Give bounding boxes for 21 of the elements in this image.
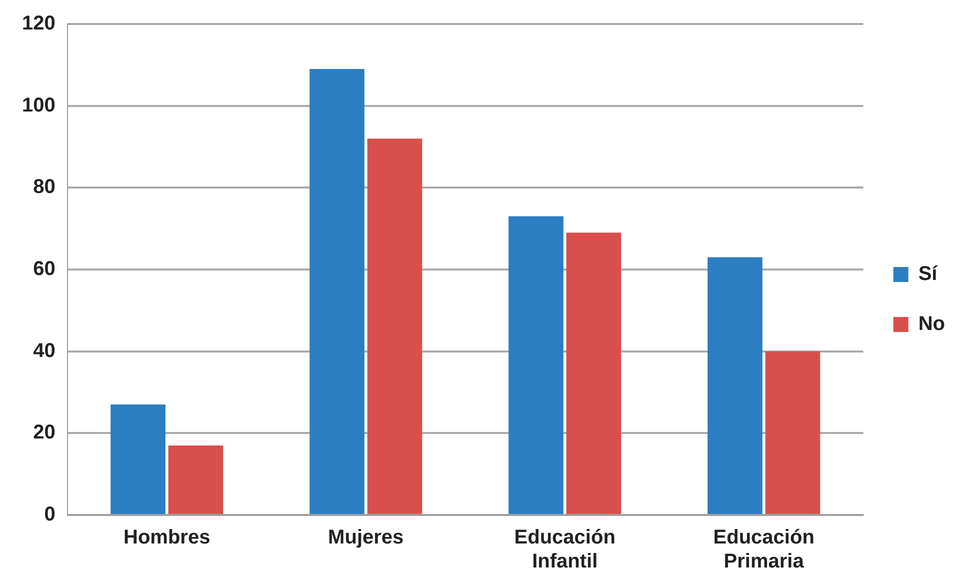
x-tick-label: Mujeres xyxy=(328,526,404,549)
bar xyxy=(566,232,622,514)
y-tick-label: 120 xyxy=(22,12,56,35)
bar xyxy=(508,216,564,514)
y-tick-label: 40 xyxy=(33,340,56,362)
x-tick-label: Hombres xyxy=(124,526,210,549)
bar xyxy=(110,404,166,514)
bar xyxy=(168,445,224,514)
bar xyxy=(765,351,820,514)
legend-label: No xyxy=(918,313,946,336)
x-tick-label: Educación Primaria xyxy=(713,526,814,573)
bar xyxy=(367,138,422,514)
legend-label: Sí xyxy=(918,263,939,286)
bar xyxy=(708,257,762,514)
y-tick-label: 20 xyxy=(33,422,56,444)
y-tick-label: 100 xyxy=(22,94,56,116)
y-tick-label: 60 xyxy=(33,258,56,280)
y-tick-label: 0 xyxy=(44,504,56,526)
bar xyxy=(310,69,364,514)
x-tick-label: Educación Infantil xyxy=(514,526,616,573)
y-tick-label: 80 xyxy=(33,176,56,198)
